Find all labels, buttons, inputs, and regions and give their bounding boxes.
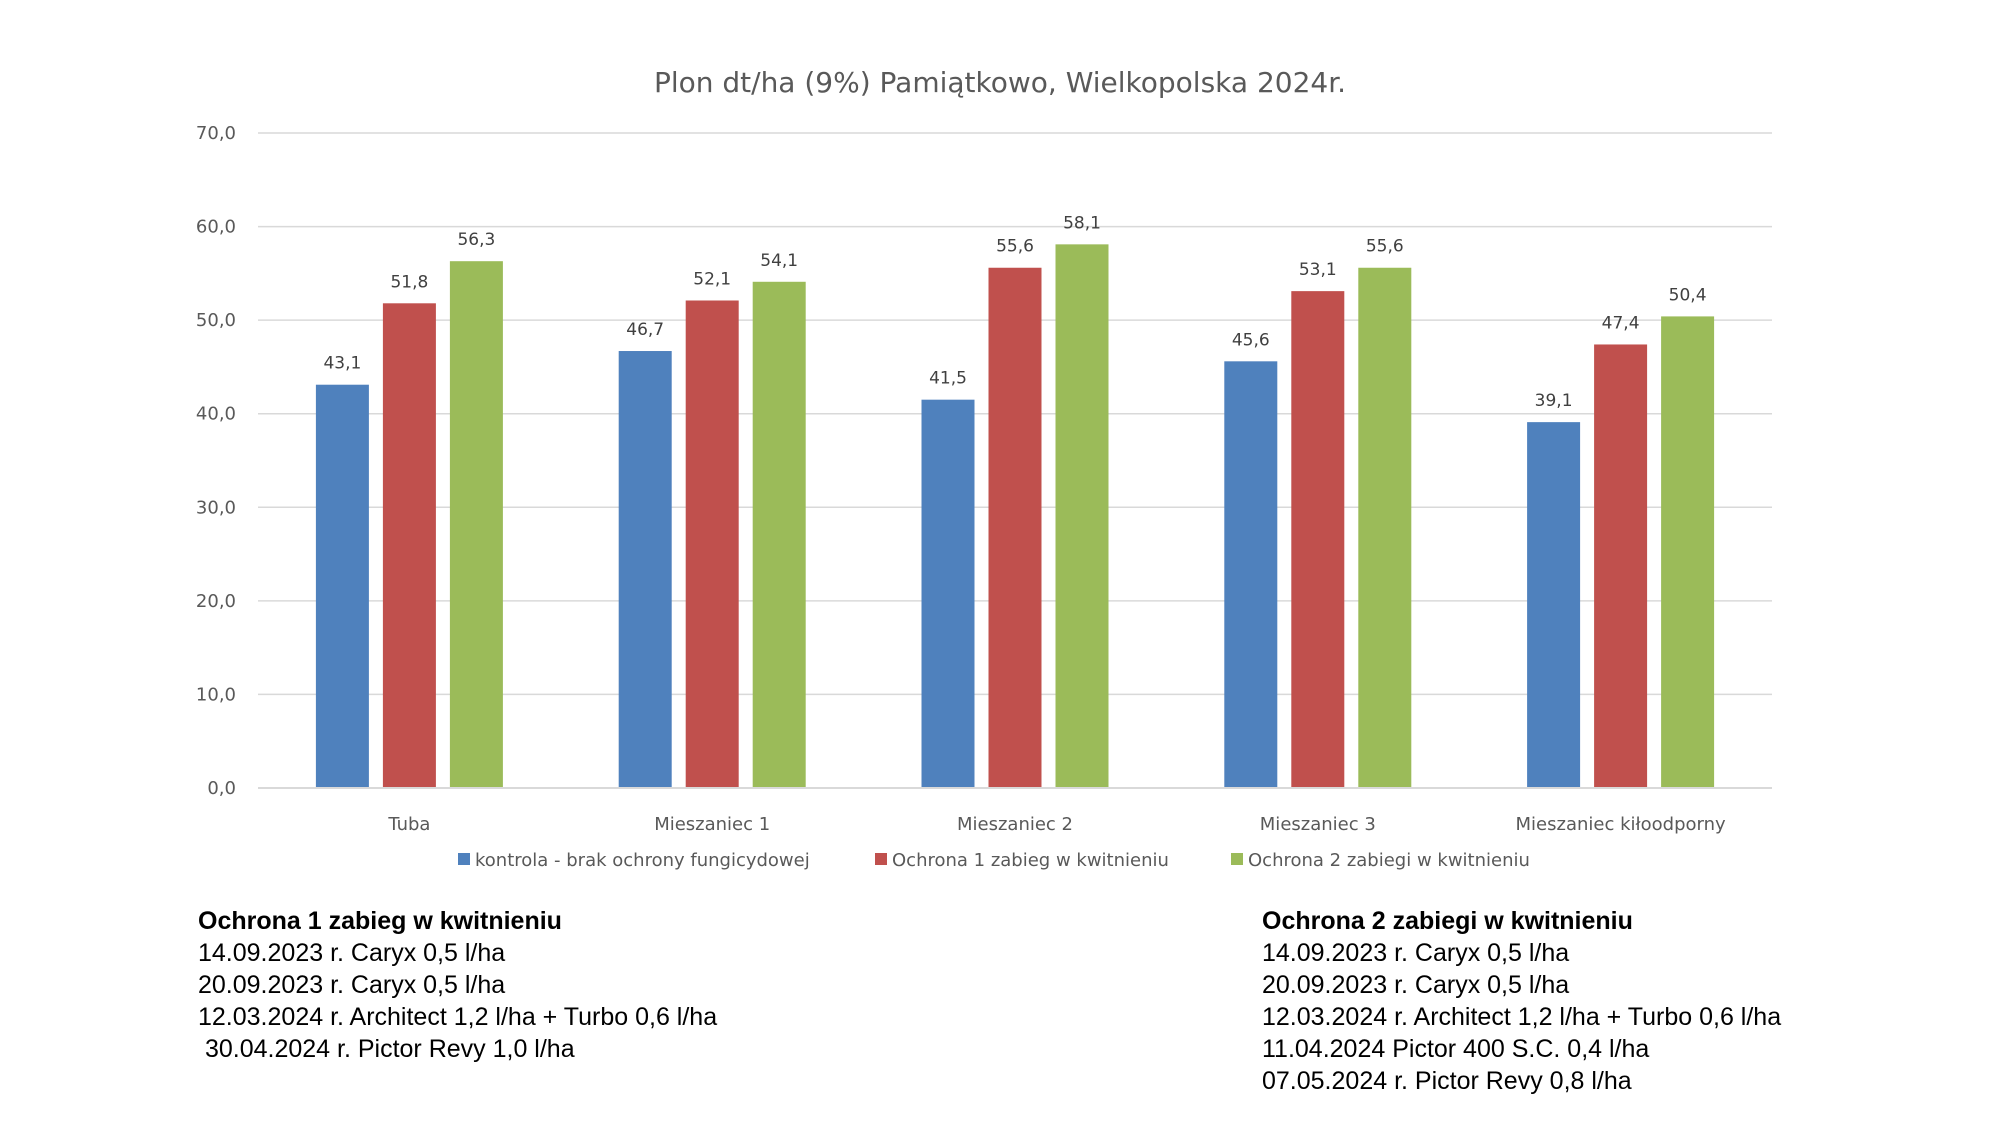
bar [752, 281, 806, 788]
data-label: 43,1 [323, 354, 361, 374]
data-label: 46,7 [626, 320, 664, 340]
legend-swatch [875, 853, 887, 865]
category-label: Mieszaniec kiłoodporny [1516, 814, 1726, 835]
category-label: Tuba [387, 814, 430, 835]
y-tick-label: 20,0 [196, 591, 236, 612]
data-label: 56,3 [457, 230, 495, 250]
data-label: 51,8 [390, 272, 428, 292]
data-label: 53,1 [1299, 260, 1337, 280]
data-label: 45,6 [1232, 330, 1270, 350]
bar [1594, 344, 1648, 788]
data-labels: 43,1 51,8 56,3 46,7 52,1 54,1 41,5 55,6 58,1 45,6… [323, 213, 1706, 411]
data-label: 47,4 [1602, 313, 1640, 333]
notes-heading: Ochrona 1 zabieg w kwitnieniu [198, 907, 562, 935]
legend-label: Ochrona 1 zabieg w kwitnieniu [892, 850, 1169, 871]
data-label: 41,5 [929, 369, 967, 389]
category-label: Mieszaniec 2 [957, 814, 1073, 835]
bar [685, 300, 739, 788]
data-label: 58,1 [1063, 213, 1101, 233]
notes-one-treatment: Ochrona 1 zabieg w kwitnieniu 14.09.2023… [198, 905, 717, 1065]
notes-line: 14.09.2023 r. Caryx 0,5 l/ha [198, 939, 506, 967]
notes-line: 12.03.2024 r. Architect 1,2 l/ha + Turbo… [1262, 1003, 1782, 1031]
data-label: 50,4 [1669, 285, 1707, 305]
notes-two-treatments: Ochrona 2 zabiegi w kwitnieniu 14.09.202… [1262, 905, 1781, 1097]
data-label: 52,1 [693, 269, 731, 289]
bar [921, 399, 975, 788]
y-tick-label: 10,0 [196, 684, 236, 705]
chart-title: Plon dt/ha (9%) Pamiątkowo, Wielkopolska… [654, 66, 1346, 99]
legend-swatch [458, 853, 470, 865]
y-tick-label: 50,0 [196, 310, 236, 331]
data-label: 55,6 [996, 237, 1034, 257]
notes-heading: Ochrona 2 zabiegi w kwitnieniu [1262, 907, 1633, 935]
bar [1291, 291, 1345, 788]
bar [1224, 361, 1278, 788]
bars [315, 244, 1715, 789]
notes-line: 07.05.2024 r. Pictor Revy 0,8 l/ha [1262, 1067, 1632, 1095]
y-tick-label: 30,0 [196, 497, 236, 518]
bar [618, 351, 672, 788]
legend-swatch [1231, 853, 1243, 865]
data-label: 54,1 [760, 251, 798, 271]
notes-line: 12.03.2024 r. Architect 1,2 l/ha + Turbo… [198, 1003, 718, 1031]
y-axis: 0,0 10,0 20,0 30,0 40,0 50,0 60,0 70,0 [196, 123, 236, 799]
bar [1055, 244, 1109, 789]
category-label: Mieszaniec 3 [1260, 814, 1376, 835]
bar-chart: Plon dt/ha (9%) Pamiątkowo, Wielkopolska… [196, 66, 1772, 871]
notes-line: 20.09.2023 r. Caryx 0,5 l/ha [1262, 971, 1570, 999]
legend-label: Ochrona 2 zabiegi w kwitnieniu [1248, 850, 1530, 871]
bar [1527, 422, 1581, 788]
bar [988, 267, 1042, 788]
notes-line: 11.04.2024 Pictor 400 S.C. 0,4 l/ha [1262, 1035, 1650, 1063]
legend-label: kontrola - brak ochrony fungicydowej [475, 850, 810, 871]
bar [382, 303, 436, 788]
bar [1358, 267, 1412, 788]
notes-line: 20.09.2023 r. Caryx 0,5 l/ha [198, 971, 506, 999]
category-label: Mieszaniec 1 [654, 814, 770, 835]
bar [1661, 316, 1715, 788]
notes-line: 14.09.2023 r. Caryx 0,5 l/ha [1262, 939, 1570, 967]
y-tick-label: 60,0 [196, 217, 236, 238]
data-label: 39,1 [1535, 391, 1573, 411]
bar [449, 261, 503, 788]
notes-line: 30.04.2024 r. Pictor Revy 1,0 l/ha [198, 1035, 575, 1063]
bar [315, 384, 369, 788]
y-tick-label: 0,0 [207, 778, 236, 799]
legend: kontrola - brak ochrony fungicydowej Ochr… [458, 850, 1530, 871]
y-tick-label: 40,0 [196, 404, 236, 425]
data-label: 55,6 [1366, 237, 1404, 257]
y-tick-label: 70,0 [196, 123, 236, 144]
x-axis: Tuba Mieszaniec 1 Mieszaniec 2 Mieszaniec 3… [258, 787, 1772, 835]
